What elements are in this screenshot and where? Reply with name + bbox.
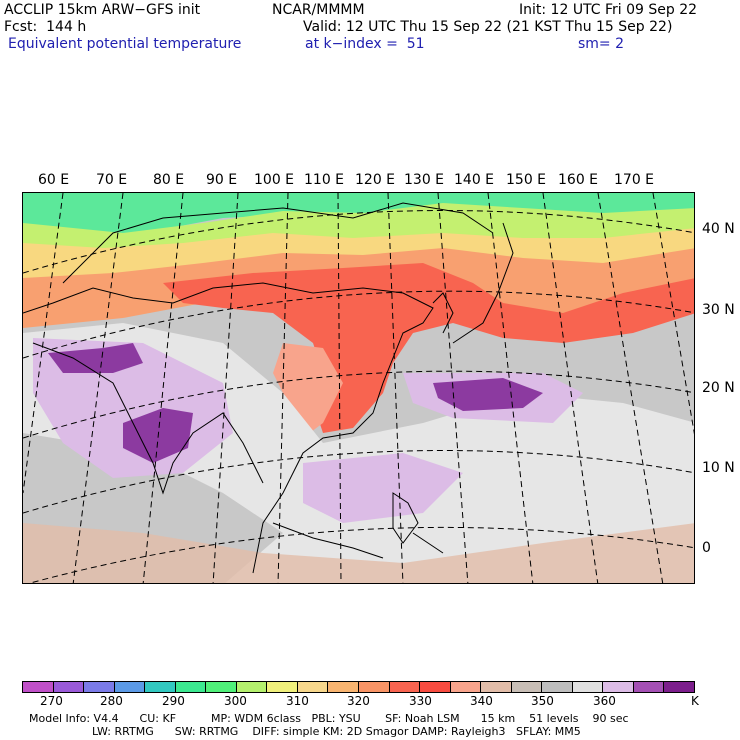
coast-korea <box>432 292 454 334</box>
colorbar-tick: 300 <box>224 694 247 708</box>
lon-label: 110 E <box>304 172 345 188</box>
colorbar-swatch <box>328 682 360 692</box>
colorbar-swatch <box>53 682 85 692</box>
map-field-svg <box>23 193 694 583</box>
coast-asia <box>23 282 434 574</box>
colorbar-swatch <box>359 682 390 692</box>
lon-label: 90 E <box>206 172 238 188</box>
parallel-40n <box>23 210 694 274</box>
colorbar-tick: 340 <box>470 694 493 708</box>
meridian-160e <box>597 193 664 583</box>
colorbar-swatch <box>84 682 115 692</box>
meridian-100e <box>277 193 289 583</box>
colorbar-swatch <box>145 682 176 692</box>
coast-philippines <box>392 492 419 544</box>
org-label: NCAR/MMMM <box>272 2 365 18</box>
meridian-60e <box>23 193 64 494</box>
lon-label: 160 E <box>558 172 599 188</box>
forecast-hour: Fcst: 144 h <box>4 19 87 35</box>
colorbar-swatch <box>206 682 237 692</box>
meridian-90e <box>212 193 239 583</box>
field-salmon-south-band <box>23 523 694 583</box>
meridian-170e <box>652 193 694 435</box>
level-label: at k−index = 51 <box>305 36 425 52</box>
lon-label: 170 E <box>614 172 655 188</box>
colorbar-tick: 320 <box>347 694 370 708</box>
colorbar-tick: 280 <box>100 694 123 708</box>
colorbar-swatch <box>297 682 329 692</box>
lat-label: 0 <box>702 540 711 556</box>
field-name: Equivalent potential temperature <box>8 36 242 52</box>
border-northern <box>62 202 494 284</box>
lat-label: 40 N <box>702 221 735 237</box>
lon-label: 100 E <box>254 172 295 188</box>
lon-label: 70 E <box>96 172 128 188</box>
colorbar-swatch <box>114 682 146 692</box>
colorbar-swatch <box>450 682 482 692</box>
smoothing-label: sm= 2 <box>578 36 625 52</box>
colorbar-swatch <box>481 682 512 692</box>
model-info-line1: Model Info: V4.4 CU: KF MP: WDM 6class P… <box>29 712 629 725</box>
colorbar-swatch <box>389 682 421 692</box>
colorbar-swatch <box>236 682 268 692</box>
colorbar <box>22 681 695 693</box>
meridian-80e <box>142 193 184 583</box>
lon-label: 130 E <box>404 172 445 188</box>
meridian-70e <box>72 193 124 583</box>
parallel-30n <box>23 290 694 359</box>
lon-label: 140 E <box>454 172 495 188</box>
valid-time: Valid: 12 UTC Thu 15 Sep 22 (21 KST Thu … <box>303 19 673 35</box>
field-red-core <box>163 263 694 433</box>
coastlines <box>23 202 514 574</box>
coast-japan <box>452 222 514 344</box>
lon-label: 150 E <box>506 172 547 188</box>
colorbar-tick: 310 <box>286 694 309 708</box>
colorbar-tick: 270 <box>40 694 63 708</box>
field-purple-india-1 <box>48 343 143 373</box>
lon-label: 80 E <box>153 172 185 188</box>
colorbar-tick: 360 <box>593 694 616 708</box>
colorbar-swatch <box>175 682 207 692</box>
lat-label: 10 N <box>702 460 735 476</box>
meridian-140e <box>487 193 534 583</box>
field-salmon-south <box>273 343 343 438</box>
colorbar-tick: 350 <box>531 694 554 708</box>
lat-label: 20 N <box>702 380 735 396</box>
colorbar-swatch <box>633 682 665 692</box>
colorbar-swatch <box>420 682 451 692</box>
colorbar-swatch <box>603 682 634 692</box>
model-info-line2: LW: RRTMG SW: RRTMG DIFF: simple KM: 2D … <box>29 725 581 738</box>
lon-label: 60 E <box>38 172 70 188</box>
colorbar-swatch <box>267 682 298 692</box>
coast-india <box>32 342 264 495</box>
lat-label: 30 N <box>702 302 735 318</box>
colorbar-tick: 290 <box>162 694 185 708</box>
meridian-150e <box>542 193 599 583</box>
colorbar-swatch <box>511 682 543 692</box>
meridian-120e <box>387 193 404 583</box>
colorbar-swatch <box>572 682 604 692</box>
theta-e-map <box>22 192 695 584</box>
colorbar-unit: K <box>691 694 699 708</box>
meridian-110e <box>337 193 342 583</box>
colorbar-swatch <box>664 682 695 692</box>
meridian-130e <box>437 193 469 583</box>
colorbar-swatch <box>542 682 573 692</box>
colorbar-swatch <box>23 682 54 692</box>
field-purple-pacific <box>433 378 543 411</box>
coast-indonesia <box>272 522 444 559</box>
lon-label: 120 E <box>355 172 396 188</box>
parallel-10n <box>23 450 694 514</box>
colorbar-tick: 330 <box>409 694 432 708</box>
field-lavender-scs <box>303 453 463 523</box>
graticule-lines <box>23 193 694 583</box>
parallel-20n <box>23 370 694 439</box>
model-title: ACCLIP 15km ARW−GFS init <box>4 2 201 18</box>
parallel-0 <box>28 526 694 583</box>
init-time: Init: 12 UTC Fri 09 Sep 22 <box>519 2 698 18</box>
